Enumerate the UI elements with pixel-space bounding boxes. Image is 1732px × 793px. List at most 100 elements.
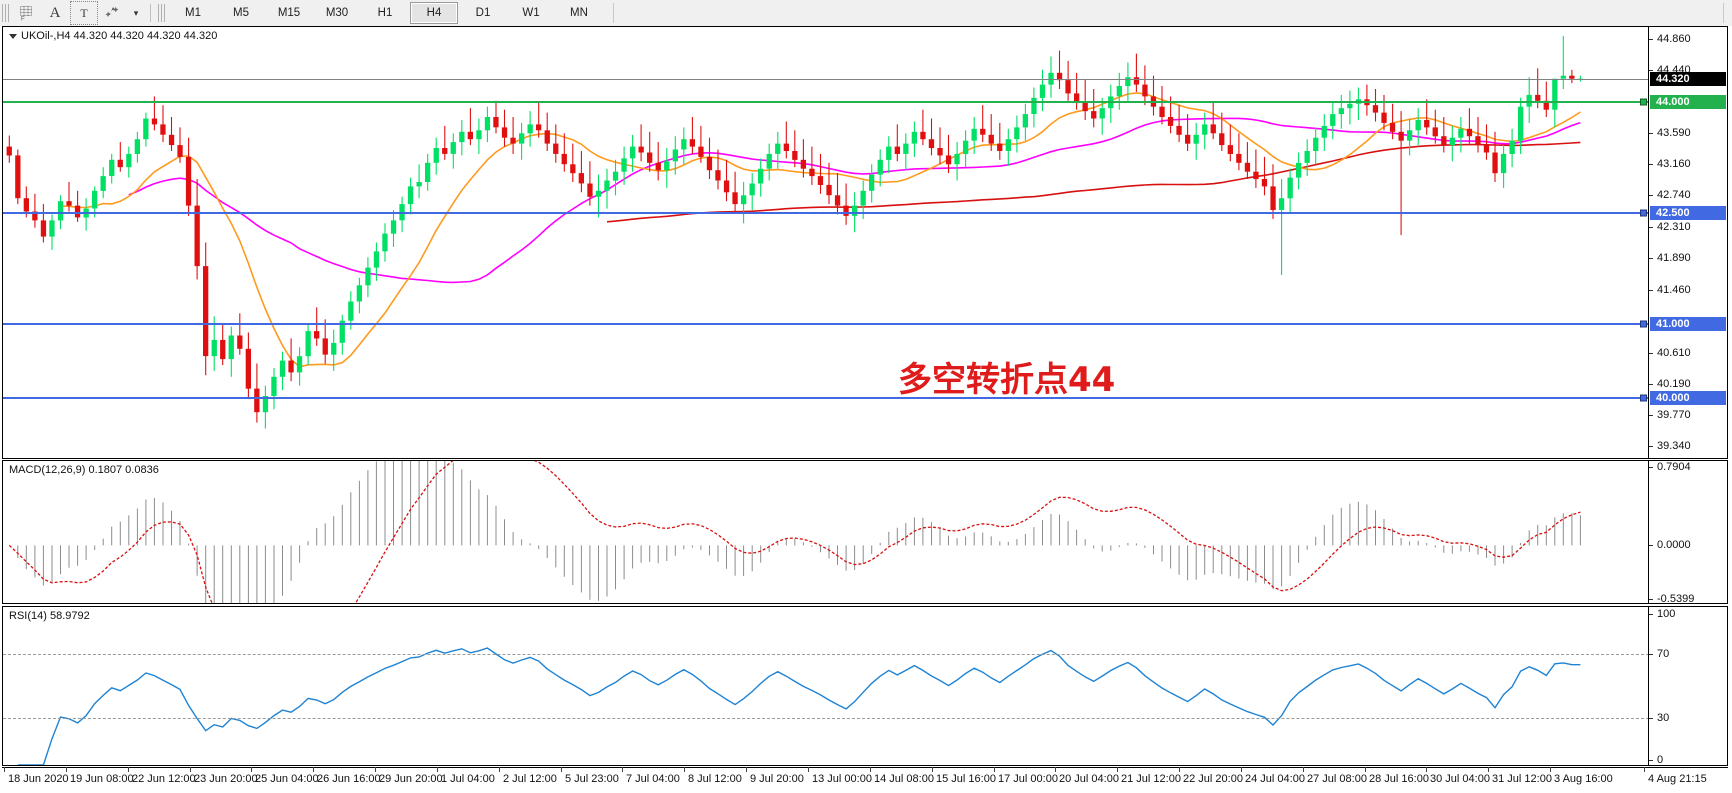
- time-tick: 8 Jul 12:00: [684, 767, 742, 785]
- price-plot[interactable]: 多空转折点44: [3, 27, 1649, 458]
- price-label-last[interactable]: 44.320: [1650, 71, 1726, 86]
- time-tick: 21 Jul 12:00: [1117, 767, 1181, 785]
- time-tick: 13 Jul 00:00: [808, 767, 872, 785]
- time-tick: 28 Jul 16:00: [1365, 767, 1429, 785]
- level-line-support-41[interactable]: [3, 320, 1649, 328]
- price-tick: 41.890: [1649, 252, 1691, 264]
- rsi-band-70: [3, 654, 1649, 656]
- time-axis[interactable]: 18 Jun 2020 19 Jun 08:00 22 Jun 12:00 23 Ju…: [2, 767, 1728, 793]
- rsi-series: [17, 647, 1581, 765]
- level-line-resistance-44[interactable]: [3, 98, 1649, 106]
- level-handle[interactable]: [1640, 209, 1647, 217]
- toolbar-far-separator: [1723, 3, 1724, 23]
- chart-area[interactable]: UKOil-,H4 44.320 44.320 44.320 44.320 多空…: [0, 26, 1732, 793]
- timeframe-m5[interactable]: M5: [233, 7, 249, 19]
- text-box-icon[interactable]: T: [70, 1, 98, 25]
- price-tick: 43.160: [1649, 158, 1691, 170]
- time-tick: 26 Jun 16:00: [313, 767, 381, 785]
- price-y-axis[interactable]: 44.860 44.440 43.590 43.160 42.740 42.310 41.8…: [1648, 27, 1727, 458]
- rsi-band-30: [3, 717, 1649, 719]
- time-tick: 24 Jul 04:00: [1241, 767, 1305, 785]
- candlestick-series: [6, 35, 1584, 429]
- macd-y-axis[interactable]: 0.7904 0.0000 -0.5399: [1648, 461, 1727, 605]
- level-line-support-42-5[interactable]: [3, 209, 1649, 217]
- text-label-icon[interactable]: A: [49, 4, 61, 21]
- timeframe-m15[interactable]: M15: [277, 7, 301, 19]
- price-tick: 43.590: [1649, 127, 1691, 139]
- time-tick: 5 Jul 23:00: [561, 767, 619, 785]
- timeframe-m1[interactable]: M1: [185, 7, 201, 19]
- macd-series: [8, 461, 1581, 603]
- timeframe-mn[interactable]: MN: [570, 7, 588, 19]
- level-line-support-40[interactable]: [3, 394, 1649, 401]
- rsi-plot[interactable]: [3, 607, 1649, 765]
- crosshair-grid-icon[interactable]: F: [14, 2, 40, 24]
- timeframe-d1[interactable]: D1: [475, 7, 491, 19]
- price-tick: 42.740: [1649, 189, 1691, 201]
- time-tick: 29 Jun 20:00: [375, 767, 443, 785]
- macd-plot[interactable]: [3, 461, 1649, 603]
- price-pane[interactable]: UKOil-,H4 44.320 44.320 44.320 44.320 多空…: [2, 26, 1728, 459]
- price-label-level[interactable]: 42.500: [1650, 206, 1726, 220]
- rsi-pane[interactable]: RSI(14) 58.9792 100 70 30 0: [2, 606, 1728, 766]
- time-tick: 17 Jul 00:00: [994, 767, 1058, 785]
- dropdown-arrow-icon[interactable]: ▾: [133, 7, 139, 18]
- objects-icon[interactable]: [100, 2, 126, 24]
- macd-tick: 0.0000: [1649, 539, 1691, 551]
- svg-text:F: F: [21, 17, 25, 22]
- timeframe-h1[interactable]: H1: [377, 7, 393, 19]
- price-tick: 39.340: [1649, 440, 1691, 452]
- time-tick: 19 Jun 08:00: [66, 767, 134, 785]
- time-tick: 22 Jul 20:00: [1179, 767, 1243, 785]
- toolbar-separator: [150, 4, 151, 22]
- price-label-level[interactable]: 44.000: [1650, 95, 1726, 110]
- price-pane-title: UKOil-,H4 44.320 44.320 44.320 44.320: [9, 30, 217, 42]
- time-tick: 31 Jul 12:00: [1488, 767, 1552, 785]
- rsi-tick: 30: [1649, 712, 1669, 724]
- macd-pane-title: MACD(12,26,9) 0.1807 0.0836: [9, 464, 159, 476]
- time-tick: 25 Jun 04:00: [251, 767, 319, 785]
- rsi-tick: 70: [1649, 648, 1669, 660]
- time-tick: 30 Jul 04:00: [1426, 767, 1490, 785]
- timeframe-w1[interactable]: W1: [522, 7, 540, 19]
- time-tick: 2 Jul 12:00: [499, 767, 557, 785]
- price-tick: 41.460: [1649, 284, 1691, 296]
- macd-pane[interactable]: MACD(12,26,9) 0.1807 0.0836 0.7904 0.0000…: [2, 460, 1728, 605]
- time-tick: 27 Jul 08:00: [1303, 767, 1367, 785]
- time-tick: 18 Jun 2020: [4, 767, 69, 785]
- toolbar-end-separator: [613, 3, 614, 23]
- price-label-level[interactable]: 40.000: [1650, 390, 1726, 405]
- time-tick: 4 Aug 21:15: [1644, 767, 1707, 785]
- timeframe-h4[interactable]: H4: [410, 2, 458, 24]
- main-toolbar: F A T ▾ M1 M5 M15 M30 H1 H4 D1 W1 MN: [0, 0, 1732, 27]
- time-tick: 23 Jun 20:00: [190, 767, 258, 785]
- time-tick: 15 Jul 16:00: [932, 767, 996, 785]
- collapse-caret-icon[interactable]: [9, 33, 17, 39]
- chart-annotation-text[interactable]: 多空转折点44: [898, 360, 1116, 400]
- price-tick: 42.310: [1649, 221, 1691, 233]
- timeframe-m30[interactable]: M30: [325, 7, 349, 19]
- macd-tick: -0.5399: [1649, 593, 1694, 605]
- timeframe-grip[interactable]: [158, 4, 165, 22]
- rsi-tick: 0: [1649, 754, 1663, 766]
- price-label-level[interactable]: 41.000: [1650, 316, 1726, 331]
- toolbar-grip[interactable]: [2, 4, 9, 22]
- time-tick: 1 Jul 04:00: [437, 767, 495, 785]
- last-price-line: [3, 78, 1649, 80]
- level-handle[interactable]: [1640, 98, 1647, 106]
- time-tick: 20 Jul 04:00: [1055, 767, 1119, 785]
- rsi-y-axis[interactable]: 100 70 30 0: [1648, 607, 1727, 766]
- time-tick: 3 Aug 16:00: [1550, 767, 1613, 785]
- price-tick: 40.190: [1649, 378, 1691, 390]
- level-handle[interactable]: [1640, 394, 1647, 401]
- time-tick: 9 Jul 20:00: [746, 767, 804, 785]
- time-tick: 7 Jul 04:00: [622, 767, 680, 785]
- price-tick: 40.610: [1649, 347, 1691, 359]
- time-tick: 14 Jul 08:00: [870, 767, 934, 785]
- price-tick: 39.770: [1649, 409, 1691, 421]
- price-tick: 44.860: [1649, 33, 1691, 45]
- rsi-tick: 100: [1649, 608, 1675, 620]
- time-tick: 22 Jun 12:00: [128, 767, 196, 785]
- level-handle[interactable]: [1640, 320, 1647, 328]
